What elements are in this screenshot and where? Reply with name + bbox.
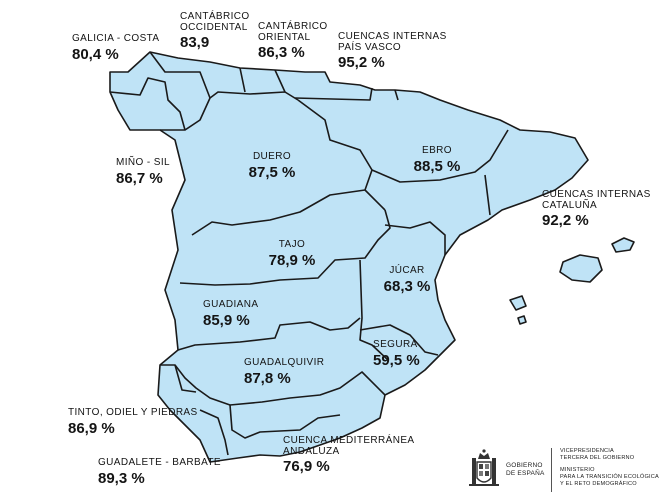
basin-name-line: OCCIDENTAL	[180, 21, 248, 33]
basin-value: 59,5 %	[373, 351, 420, 369]
border-tinto	[174, 364, 197, 393]
basin-name: DUERO	[252, 151, 292, 162]
border-guadalquivir-south	[160, 364, 386, 406]
basin-name: SEGURA	[373, 339, 418, 350]
basin-name-line: CUENCA MEDITERRÁNEA	[283, 435, 415, 446]
basin-name: MIÑO - SIL	[116, 157, 171, 168]
label-cuenca-mediterranea-andaluza: CUENCA MEDITERRÁNEA ANDALUZA 76,9 %	[283, 435, 415, 475]
label-segura: SEGURA 59,5 %	[373, 339, 420, 369]
ministry-line: TERCERA DEL GOBIERNO	[560, 455, 635, 462]
basin-value: 86,9 %	[68, 419, 115, 437]
ministry-line: VICEPRESIDENCIA	[560, 448, 614, 454]
footer-divider	[551, 448, 552, 492]
basin-name: GUADIANA	[203, 299, 259, 310]
border-jucar-west	[384, 221, 446, 255]
basin-name: JÚCAR	[389, 265, 425, 276]
basin-name: GUADALQUIVIR	[244, 357, 325, 368]
ibiza-island	[509, 295, 527, 311]
border-duero-tajo	[191, 189, 386, 236]
label-cantabrico-occidental: CANTÁBRICO OCCIDENTAL 83,9	[180, 11, 250, 51]
basin-name: GALICIA - COSTA	[72, 33, 160, 44]
basin-value: 86,3 %	[258, 44, 305, 61]
peninsula-outline	[109, 51, 589, 463]
basin-value: 85,9 %	[203, 311, 250, 329]
basin-name: TAJO	[278, 239, 306, 250]
mallorca-island	[559, 254, 603, 283]
basin-value: 88,5 %	[413, 157, 461, 175]
basin-value: 89,3 %	[98, 469, 145, 487]
basin-name-line: CATALUÑA	[542, 199, 598, 211]
border-segura	[359, 324, 439, 356]
basin-value: 87,5 %	[248, 163, 296, 181]
border-ebro-east	[371, 129, 509, 216]
basin-borders	[109, 51, 509, 456]
basin-value: 76,9 %	[283, 458, 330, 475]
label-jucar: JÚCAR 68,3 %	[376, 265, 438, 295]
government-line: DE ESPAÑA	[506, 470, 545, 478]
label-ebro: EBRO 88,5 %	[405, 145, 469, 175]
formentera-island	[517, 315, 527, 325]
basin-name: EBRO	[422, 145, 452, 156]
basin-value: 92,2 %	[542, 212, 589, 229]
coat-of-arms-icon	[469, 449, 499, 486]
basin-name-line: ANDALUZA	[283, 445, 340, 457]
label-guadalete-barbate: GUADALETE - BARBATE 89,3 %	[98, 457, 221, 487]
border-jucar-guadiana	[359, 259, 389, 361]
basin-name-line: ORIENTAL	[258, 31, 311, 43]
label-duero: DUERO 87,5 %	[242, 151, 302, 181]
basin-name-line: CUENCAS INTERNAS	[338, 31, 447, 42]
basin-value: 78,9 %	[268, 251, 316, 269]
basin-value: 80,4 %	[72, 45, 119, 63]
basin-value: 86,7 %	[116, 169, 163, 187]
ministry-line: Y EL RETO DEMOGRÁFICO	[560, 481, 637, 488]
border-guadiana-south	[177, 317, 361, 351]
basin-name-line: PAÍS VASCO	[338, 41, 402, 53]
label-guadalquivir: GUADALQUIVIR 87,8 %	[244, 357, 325, 387]
label-mino-sil: MIÑO - SIL 86,7 %	[116, 157, 171, 187]
label-guadiana: GUADIANA 85,9 %	[203, 299, 259, 329]
label-tajo: TAJO 78,9 %	[262, 239, 322, 269]
basin-value: 68,3 %	[383, 277, 431, 295]
ministry-name: VICEPRESIDENCIA TERCERA DEL GOBIERNO MIN…	[560, 448, 659, 488]
ministry-line: MINISTERIO	[560, 466, 595, 473]
border-guadalete	[199, 404, 341, 456]
border-tajo-jucar	[179, 209, 391, 286]
government-name: GOBIERNO DE ESPAÑA	[506, 462, 545, 478]
basin-name-line: CANTÁBRICO	[180, 11, 250, 22]
basin-value: 95,2 %	[338, 54, 385, 71]
government-footer: GOBIERNO DE ESPAÑA VICEPRESIDENCIA TERCE…	[462, 446, 670, 494]
basin-name-line: CUENCAS INTERNAS	[542, 189, 651, 200]
menorca-island	[611, 237, 635, 253]
border-galicia	[109, 77, 186, 131]
ministry-line: PARA LA TRANSICIÓN ECOLÓGICA	[560, 473, 659, 480]
label-galicia-costa: GALICIA - COSTA 80,4 %	[72, 33, 160, 63]
label-cuencas-internas-cataluna: CUENCAS INTERNAS CATALUÑA 92,2 %	[542, 189, 651, 229]
border-cantabrico	[149, 51, 399, 101]
label-cantabrico-oriental: CANTÁBRICO ORIENTAL 86,3 %	[258, 21, 328, 61]
government-line: GOBIERNO	[506, 462, 543, 469]
basin-value: 87,8 %	[244, 369, 291, 387]
basin-name: TINTO, ODIEL Y PIEDRAS	[68, 407, 198, 418]
border-duero-ebro	[297, 99, 373, 191]
label-cuencas-internas-pais-vasco: CUENCAS INTERNAS PAÍS VASCO 95,2 %	[338, 31, 447, 71]
basin-value: 83,9	[180, 34, 210, 51]
basin-name-line: CANTÁBRICO	[258, 21, 328, 32]
basin-name: GUADALETE - BARBATE	[98, 457, 221, 468]
label-tinto-odiel-piedras: TINTO, ODIEL Y PIEDRAS 86,9 %	[68, 407, 198, 437]
